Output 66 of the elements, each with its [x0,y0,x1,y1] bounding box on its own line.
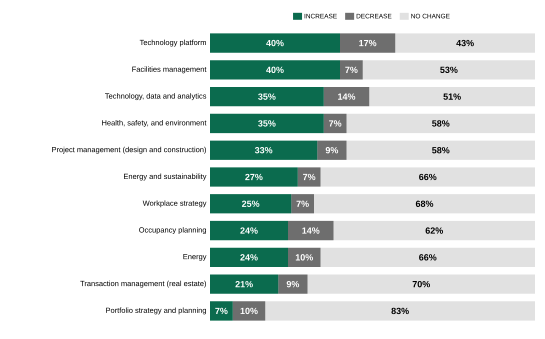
data-label: 53% [440,66,458,74]
data-label: 27% [245,174,263,180]
bar [210,220,288,240]
bar [210,140,318,160]
data-label: 68% [416,200,434,207]
data-label: 7% [215,308,228,314]
bar [317,140,346,160]
bar [308,274,535,294]
data-label: 17% [359,40,376,46]
bar [340,60,363,80]
data-label: 58% [432,120,450,127]
bar [298,167,320,187]
data-label: 21% [235,280,253,288]
data-label: 10% [296,254,313,261]
data-label: 58% [432,147,450,154]
data-label: 66% [419,254,436,261]
bar [210,33,340,53]
data-label: 51% [443,93,461,100]
bar [324,87,370,106]
bar [278,274,308,294]
bar [362,60,535,80]
bar [288,248,320,268]
bar [334,220,535,240]
data-label: 62% [426,227,443,234]
data-label: 14% [338,93,356,100]
data-label: 7% [303,174,316,180]
data-label: 83% [391,308,409,314]
bar [210,194,292,214]
data-label: 24% [240,254,258,261]
bar [314,194,535,214]
data-label: 9% [326,147,338,154]
data-label: 9% [286,280,300,288]
data-label: 35% [258,93,276,100]
data-label: 66% [419,174,436,180]
bar [395,33,535,53]
bar [210,248,288,268]
bar [210,87,324,106]
bar [320,248,535,268]
data-label: 33% [254,147,272,154]
data-label: 40% [266,40,284,46]
bar [346,140,535,160]
data-label: 10% [240,308,258,314]
data-label: 7% [296,200,309,207]
data-label: 7% [329,120,342,127]
bar [291,194,314,214]
bar [320,167,535,187]
data-label: 7% [345,66,358,73]
data-label: 25% [242,200,260,207]
data-label: 24% [240,227,258,234]
bar [288,220,334,240]
bar [369,87,535,106]
bar [210,301,233,321]
data-label: 70% [412,280,430,288]
bar [210,274,278,294]
bar [340,33,396,53]
data-label: 35% [258,120,276,127]
bar [324,114,346,134]
data-label: 43% [456,40,474,46]
bar [265,301,535,321]
data-label: 14% [302,227,320,234]
bar [346,114,535,134]
bar [210,167,298,187]
bar [210,60,340,80]
data-label: 40% [266,66,284,74]
bar [232,301,266,321]
bar [210,114,324,134]
